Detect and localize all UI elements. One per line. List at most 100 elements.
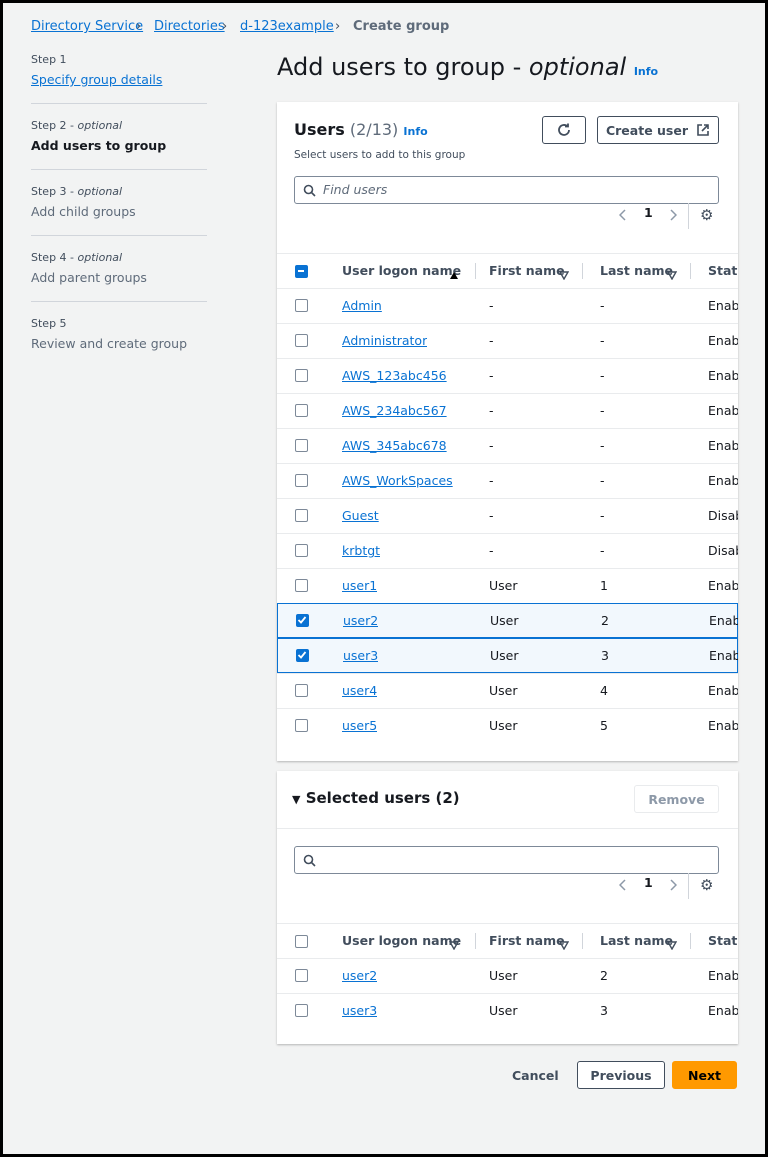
step-separator [31, 103, 207, 104]
column-header[interactable]: First name [489, 933, 565, 948]
status: Enabled [708, 333, 738, 348]
user-link[interactable]: user3 [343, 648, 379, 663]
settings-icon[interactable]: ⚙ [700, 876, 714, 894]
page-number[interactable]: 1 [644, 875, 653, 890]
row-checkbox[interactable] [295, 684, 308, 697]
table-row: user2 User 2 Enabled [277, 958, 738, 993]
settings-icon[interactable]: ⚙ [700, 206, 714, 224]
row-checkbox[interactable] [295, 719, 308, 732]
user-link[interactable]: user5 [342, 718, 378, 733]
user-link[interactable]: AWS_234abc567 [342, 403, 447, 418]
last-name: - [600, 508, 605, 523]
row-checkbox[interactable] [295, 299, 308, 312]
user-link[interactable]: AWS_345abc678 [342, 438, 447, 453]
table-row: user5 User 5 Enabled [277, 708, 738, 743]
info-link[interactable]: Info [633, 65, 659, 78]
refresh-button[interactable] [542, 116, 586, 144]
chevron: › [222, 19, 228, 34]
first-name: User [489, 1003, 518, 1018]
page-number[interactable]: 1 [644, 205, 653, 220]
row-checkbox[interactable] [295, 369, 308, 382]
search-input[interactable]: Find users [294, 176, 719, 204]
step-title: Review and create group [31, 336, 188, 351]
first-name: User [489, 683, 518, 698]
panel-title[interactable]: ▼ Selected users (2) [292, 789, 460, 807]
row-checkbox[interactable] [295, 969, 308, 982]
table-row: krbtgt - - Disabled [277, 533, 738, 568]
user-link[interactable]: Guest [342, 508, 379, 523]
column-header[interactable]: Last name [600, 933, 674, 948]
column-header[interactable]: User logon name [342, 263, 462, 278]
user-link[interactable]: krbtgt [342, 543, 381, 558]
user-link[interactable]: user4 [342, 683, 378, 698]
last-name: 2 [600, 968, 608, 983]
status: Enabled [708, 718, 738, 733]
page-title: Add users to group - optional Info [277, 53, 658, 81]
next-button[interactable]: Next [672, 1061, 737, 1089]
search-input[interactable] [294, 846, 719, 874]
user-link[interactable]: user2 [343, 613, 379, 628]
step-label: Step 1 [31, 53, 67, 66]
last-name: - [600, 298, 605, 313]
breadcrumb[interactable]: d-123example [240, 19, 334, 34]
search-icon [303, 184, 316, 197]
sort-icon[interactable] [448, 935, 460, 954]
title: Users [294, 120, 345, 139]
chevron: › [136, 19, 142, 34]
row-checkbox[interactable] [295, 474, 308, 487]
select-all-checkbox[interactable] [295, 935, 308, 948]
row-checkbox[interactable] [295, 334, 308, 347]
column-header[interactable]: Last name [600, 263, 674, 278]
user-link[interactable]: AWS_123abc456 [342, 368, 447, 383]
prev-page[interactable] [618, 206, 627, 225]
breadcrumb[interactable]: Directories [154, 19, 225, 34]
step-number: Step 2 [31, 119, 67, 132]
table-row: AWS_WorkSpaces - - Enabled [277, 463, 738, 498]
user-link[interactable]: user1 [342, 578, 378, 593]
user-link[interactable]: AWS_WorkSpaces [342, 473, 453, 488]
user-link[interactable]: Administrator [342, 333, 428, 348]
search-icon [303, 854, 316, 867]
user-link[interactable]: user3 [342, 1003, 378, 1018]
sort-icon[interactable] [666, 935, 678, 954]
select-all-checkbox[interactable] [295, 265, 308, 278]
step-label: Step 4 - optional [31, 251, 123, 264]
status: Enabled [708, 298, 738, 313]
create-user-button[interactable]: Create user [597, 116, 719, 144]
sort-icon[interactable] [558, 265, 570, 284]
user-link[interactable]: user2 [342, 968, 378, 983]
user-link[interactable]: Admin [342, 298, 382, 313]
info-link[interactable]: Info [403, 125, 428, 138]
cancel-button[interactable]: Cancel [512, 1068, 559, 1083]
table-row: AWS_234abc567 - - Enabled [277, 393, 738, 428]
column-header[interactable]: User logon name [342, 933, 462, 948]
row-checkbox[interactable] [295, 509, 308, 522]
prev-page[interactable] [618, 876, 627, 895]
previous-button[interactable]: Previous [577, 1061, 665, 1089]
row-checkbox[interactable] [296, 649, 309, 662]
sort-icon[interactable] [449, 265, 459, 284]
first-name: - [489, 438, 494, 453]
step-title[interactable]: Specify group details [31, 72, 163, 87]
table-row: user1 User 1 Enabled [277, 568, 738, 603]
sort-icon[interactable] [666, 265, 678, 284]
breadcrumb-current: Create group [353, 19, 450, 34]
status: Disabled [708, 543, 738, 558]
sort-icon[interactable] [558, 935, 570, 954]
column-header[interactable]: First name [489, 263, 565, 278]
row-checkbox[interactable] [295, 579, 308, 592]
row-checkbox[interactable] [295, 544, 308, 557]
row-checkbox[interactable] [295, 1004, 308, 1017]
last-name: 5 [600, 718, 608, 733]
row-checkbox[interactable] [295, 404, 308, 417]
next-page[interactable] [669, 206, 678, 225]
row-checkbox[interactable] [295, 439, 308, 452]
breadcrumb[interactable]: Directory Service [31, 19, 144, 34]
row-checkbox[interactable] [296, 614, 309, 627]
placeholder: Find users [323, 182, 388, 197]
next-page[interactable] [669, 876, 678, 895]
